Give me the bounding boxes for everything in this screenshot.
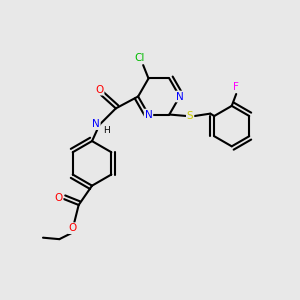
Text: O: O [95,85,104,95]
Text: O: O [54,193,63,202]
Text: S: S [187,111,194,121]
Text: H: H [103,126,110,135]
Text: N: N [145,110,152,119]
Text: F: F [233,82,239,92]
Text: N: N [176,92,184,101]
Text: N: N [92,119,100,129]
Text: Cl: Cl [134,53,145,63]
Text: O: O [69,223,77,233]
